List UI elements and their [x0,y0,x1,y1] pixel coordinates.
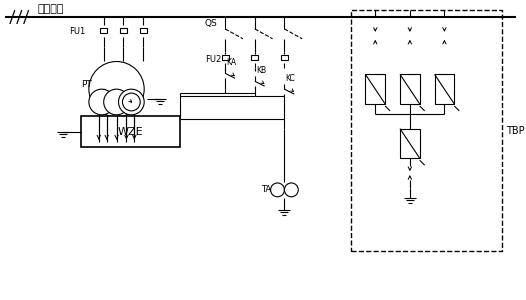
Text: KC: KC [286,74,295,83]
Bar [366,74,385,104]
Circle shape [118,89,144,115]
Text: PT: PT [81,80,92,89]
Text: KA: KA [226,58,236,68]
Circle shape [104,89,129,115]
Circle shape [123,93,140,111]
Bar [120,28,127,33]
Text: FU1: FU1 [69,27,85,36]
Circle shape [89,89,115,115]
Text: KB: KB [256,66,266,75]
Bar [251,55,258,60]
Bar [434,74,454,104]
Bar [281,55,288,60]
Text: WZE: WZE [117,127,143,136]
Bar [81,116,180,147]
Circle shape [285,183,298,197]
Bar [100,28,107,33]
Text: 系统母线: 系统母线 [37,4,64,14]
Bar [400,129,420,158]
Bar [222,55,229,60]
Text: TA: TA [261,185,271,194]
Bar [351,10,502,251]
Bar [400,74,420,104]
Circle shape [89,61,144,117]
Circle shape [270,183,285,197]
Text: TBP: TBP [505,126,524,136]
Bar [140,28,147,33]
Text: FU2: FU2 [205,55,221,64]
Text: QS: QS [205,20,217,28]
